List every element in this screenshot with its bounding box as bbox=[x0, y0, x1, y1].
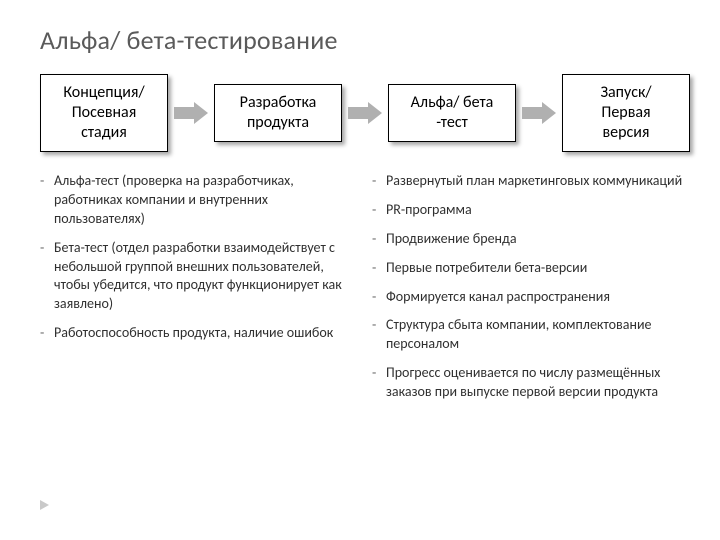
stage-box: Запуск/Перваяверсия bbox=[562, 74, 690, 152]
list-item: Первые потребители бета-версии bbox=[372, 259, 690, 278]
stage-box: Разработкапродукта bbox=[214, 84, 342, 142]
stage-box: Альфа/ бета-тест bbox=[388, 84, 516, 142]
arrow-icon bbox=[348, 102, 382, 124]
list-item: Альфа-тест (проверка на разработчиках, р… bbox=[40, 172, 358, 229]
list-item: PR-программа bbox=[372, 201, 690, 220]
list-item: Формируется канал распространения bbox=[372, 288, 690, 307]
list-item: Работоспособность продукта, наличие ошиб… bbox=[40, 324, 358, 343]
left-bullet-list: Альфа-тест (проверка на разработчиках, р… bbox=[40, 172, 358, 343]
arrow-icon bbox=[174, 102, 208, 124]
content-columns: Альфа-тест (проверка на разработчиках, р… bbox=[40, 172, 690, 412]
list-item: Прогресс оценивается по числу размещённы… bbox=[372, 364, 690, 402]
list-item: Структура сбыта компании, комплектование… bbox=[372, 316, 690, 354]
list-item: Развернутый план маркетинговых коммуника… bbox=[372, 172, 690, 191]
slide-title: Альфа/ бета-тестирование bbox=[40, 24, 690, 56]
right-bullet-list: Развернутый план маркетинговых коммуника… bbox=[372, 172, 690, 402]
stage-box: Концепция/Посевнаястадия bbox=[40, 74, 168, 152]
slide-marker-icon bbox=[40, 500, 49, 510]
arrow-icon bbox=[522, 102, 556, 124]
process-flow: Концепция/Посевнаястадия Разработкапроду… bbox=[40, 74, 690, 152]
list-item: Бета-тест (отдел разработки взаимодейств… bbox=[40, 239, 358, 315]
list-item: Продвижение бренда bbox=[372, 230, 690, 249]
right-column: Развернутый план маркетинговых коммуника… bbox=[372, 172, 690, 412]
left-column: Альфа-тест (проверка на разработчиках, р… bbox=[40, 172, 358, 412]
